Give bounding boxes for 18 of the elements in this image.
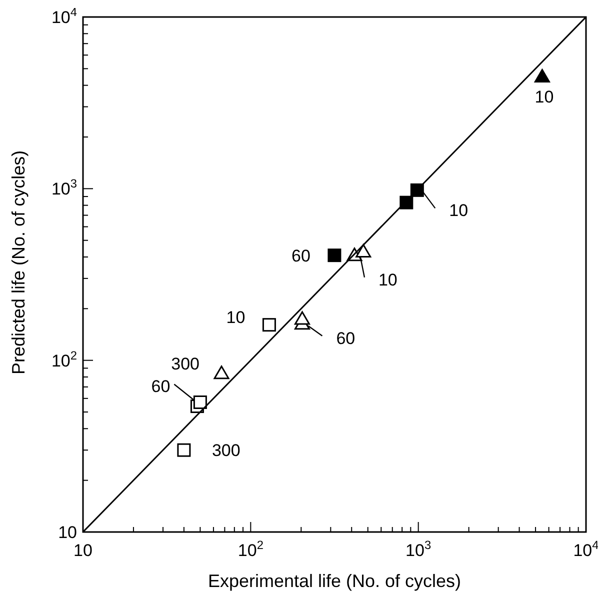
y-tick-label: 10$^{3}$	[51, 176, 78, 199]
annotation: 10	[226, 308, 246, 327]
x-axis-title: Experimental life (No. of cycles)	[208, 571, 462, 591]
annotation: 60	[151, 377, 170, 396]
annotation: 10	[534, 88, 554, 107]
x-tick-label: 10$^{2}$	[238, 538, 264, 560]
annotation: 10	[449, 201, 468, 220]
y-tick-label: 10$^{4}$	[51, 5, 78, 27]
annotation: 60	[336, 328, 356, 348]
annotation: 300	[171, 354, 200, 374]
x-tick-label: 10	[74, 541, 92, 560]
x-tick-label: 10$^{3}$	[406, 538, 432, 560]
y-tick-label: 10$^{2}$	[51, 348, 78, 370]
annotation: 300	[212, 441, 240, 460]
y-axis-title: Predicted life (No. of cycles)	[8, 150, 28, 374]
y-tick-label: 10	[58, 523, 77, 542]
annotation: 60	[292, 246, 310, 266]
annotation: 10	[378, 270, 398, 290]
